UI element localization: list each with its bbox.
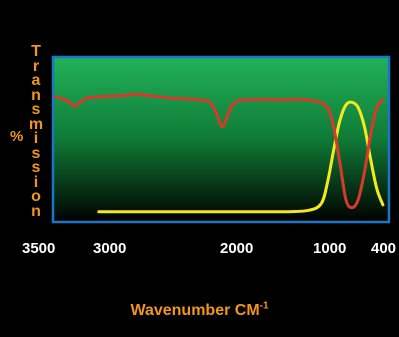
y-axis-label-letter: m: [28, 115, 44, 133]
y-axis-label-letter: i: [33, 130, 39, 147]
y-axis-label-letter: T: [31, 43, 41, 60]
y-axis-label-letter: a: [31, 72, 41, 89]
y-axis-percent-sign: %: [10, 128, 24, 145]
x-tick-label: 400: [371, 240, 397, 257]
x-tick-label: 1000: [313, 240, 347, 257]
y-axis-label-letter: s: [31, 144, 41, 162]
plot-frame: [51, 55, 391, 224]
y-axis-label-letter: n: [31, 202, 41, 220]
y-axis-label-letter: o: [31, 188, 41, 205]
y-axis-label-letter: i: [33, 173, 39, 191]
y-axis-label-letter: n: [31, 86, 41, 104]
plot-area: [53, 57, 389, 222]
y-axis-label-letter: r: [32, 57, 40, 75]
x-tick-label: 3500: [22, 240, 56, 257]
series-line-red: [54, 92, 385, 210]
x-axis-label-text: Wavenumber CM: [130, 302, 260, 319]
y-axis-label-letter: s: [31, 159, 41, 176]
x-tick-label: 3000: [93, 240, 127, 257]
y-axis-label-letter: s: [31, 101, 41, 118]
series-layer: [54, 92, 385, 214]
x-axis-label-superscript: -1: [259, 300, 269, 312]
x-tick-label: 2000: [220, 240, 254, 257]
x-axis-label: Wavenumber CM-1: [0, 301, 399, 321]
